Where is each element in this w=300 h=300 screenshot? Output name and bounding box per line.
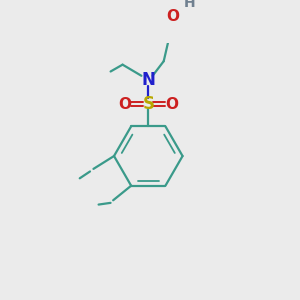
Text: H: H	[184, 0, 195, 10]
Text: N: N	[141, 71, 155, 89]
Text: O: O	[166, 9, 179, 24]
Text: S: S	[142, 95, 154, 113]
Text: O: O	[118, 97, 132, 112]
Text: O: O	[165, 97, 178, 112]
